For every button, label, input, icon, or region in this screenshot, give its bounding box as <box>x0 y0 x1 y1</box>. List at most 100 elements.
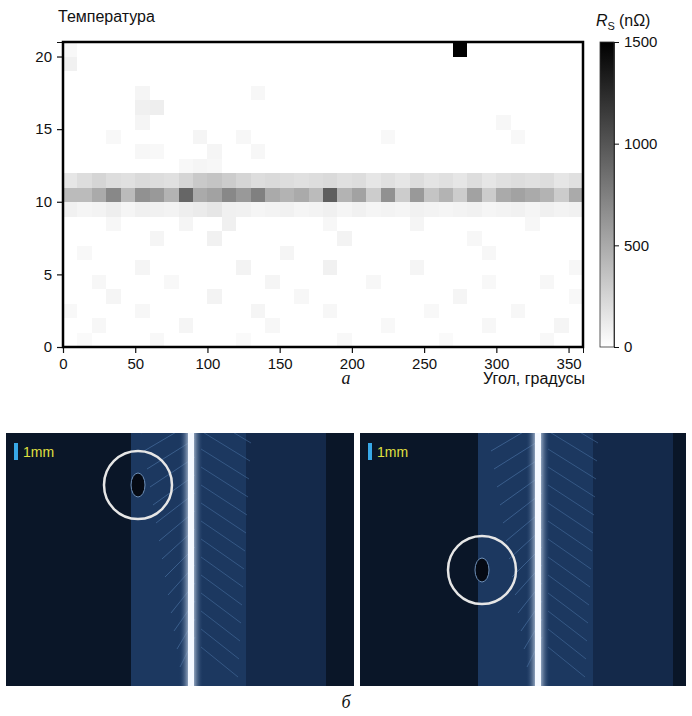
colorbar-tick-mark <box>614 245 619 246</box>
colorbar-tick: 0 <box>614 338 632 355</box>
heatmap-cell <box>482 86 497 101</box>
heatmap-cell <box>366 274 381 289</box>
heatmap-cell <box>352 100 367 115</box>
heatmap-cell <box>164 202 179 217</box>
heatmap-cell <box>467 144 482 159</box>
heatmap-cell <box>280 144 295 159</box>
heatmap-cell <box>179 158 194 173</box>
figure: 05010015020025030035005101520Температура… <box>0 0 692 716</box>
heatmap-cell <box>179 144 194 159</box>
photo-streak <box>201 467 248 497</box>
photo-streak <box>548 593 588 623</box>
heatmap-cell <box>193 318 208 333</box>
heatmap-cell <box>554 57 569 72</box>
heatmap-cell <box>352 289 367 304</box>
heatmap-cell <box>222 318 237 333</box>
heatmap-cell <box>236 173 251 188</box>
heatmap-cell <box>395 216 410 231</box>
heatmap-cell <box>207 71 222 86</box>
heatmap-cell <box>179 303 194 318</box>
heatmap-cell <box>410 144 425 159</box>
heatmap-cell <box>439 245 454 260</box>
heatmap-cell <box>207 245 222 260</box>
heatmap-cell <box>150 71 165 86</box>
heatmap-cell <box>309 303 324 318</box>
heatmap-cell <box>164 158 179 173</box>
heatmap-cell <box>424 144 439 159</box>
heatmap-cell <box>207 274 222 289</box>
heatmap-cell <box>251 173 266 188</box>
heatmap-cell <box>525 303 540 318</box>
photo-streak <box>548 557 590 587</box>
heatmap-cell <box>511 129 526 144</box>
heatmap-cell <box>482 129 497 144</box>
heatmap-cell <box>294 303 309 318</box>
x-tick: 250 <box>412 347 437 372</box>
heatmap-cell <box>135 303 150 318</box>
heatmap-cell <box>453 71 468 86</box>
heatmap-cell <box>77 245 92 260</box>
heatmap-cell <box>366 57 381 72</box>
photo-streak <box>548 539 591 569</box>
heatmap-cell <box>121 289 136 304</box>
heatmap-cell <box>309 100 324 115</box>
heatmap-cell <box>482 115 497 130</box>
heatmap-cell <box>424 318 439 333</box>
heatmap-cell <box>294 332 309 347</box>
heatmap-cell <box>164 115 179 130</box>
heatmap-cell <box>265 86 280 101</box>
heatmap-cell <box>424 42 439 57</box>
heatmap-cell <box>280 173 295 188</box>
heatmap-cell <box>337 202 352 217</box>
heatmap-cell <box>106 245 121 260</box>
heatmap-cell <box>164 303 179 318</box>
heatmap-cell <box>193 71 208 86</box>
heatmap-cell <box>323 318 338 333</box>
heatmap-cell <box>251 303 266 318</box>
colorbar-tick-label: 500 <box>624 237 649 254</box>
heatmap-cell <box>150 42 165 57</box>
heatmap-cell <box>309 173 324 188</box>
heatmap-cell <box>395 42 410 57</box>
heatmap-cell <box>482 42 497 57</box>
heatmap-cell <box>525 129 540 144</box>
photo-streak <box>201 575 242 605</box>
heatmap-cell <box>467 71 482 86</box>
x-tick-label: 0 <box>59 355 67 372</box>
heatmap-cell <box>511 144 526 159</box>
heatmap-cell <box>366 71 381 86</box>
heatmap-cell <box>280 158 295 173</box>
x-tick: 350 <box>557 347 582 372</box>
heatmap-cell <box>410 115 425 130</box>
heatmap-cell <box>63 173 78 188</box>
heatmap-cell <box>135 231 150 246</box>
photo-scale-label: 1mm <box>377 444 408 460</box>
heatmap-cell <box>77 187 92 202</box>
heatmap-cell <box>193 231 208 246</box>
heatmap-cell <box>179 100 194 115</box>
heatmap-cell <box>439 318 454 333</box>
heatmap-cell <box>511 187 526 202</box>
colorbar-axis-line <box>615 43 620 348</box>
heatmap-cell <box>280 274 295 289</box>
heatmap-cell <box>496 129 511 144</box>
heatmap-cell <box>164 332 179 347</box>
heatmap-cell <box>410 245 425 260</box>
heatmap-cell <box>395 115 410 130</box>
heatmap-cell <box>511 332 526 347</box>
heatmap-cell <box>164 318 179 333</box>
heatmap-cell <box>63 129 78 144</box>
heatmap-cell <box>106 57 121 72</box>
heatmap-cell <box>222 231 237 246</box>
heatmap-cell <box>92 231 107 246</box>
heatmap-cell <box>496 260 511 275</box>
heatmap-cell <box>63 100 78 115</box>
heatmap-cell <box>511 71 526 86</box>
heatmap-cell <box>135 332 150 347</box>
heatmap-cell <box>366 231 381 246</box>
heatmap-cell <box>164 216 179 231</box>
heatmap-cell <box>294 100 309 115</box>
heatmap-cell <box>236 260 251 275</box>
heatmap-cell <box>150 129 165 144</box>
heatmap-cell <box>77 289 92 304</box>
